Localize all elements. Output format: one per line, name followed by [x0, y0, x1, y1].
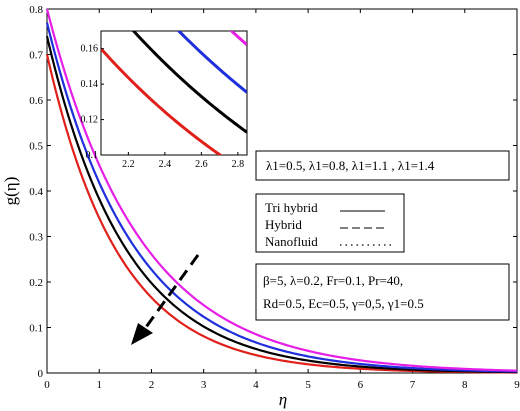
x-tick-label: 3 — [201, 379, 207, 391]
x-tick-label: 6 — [358, 379, 364, 391]
y-tick-label: 0.2 — [29, 277, 43, 289]
inset-x-tick-label: 2.4 — [159, 159, 172, 170]
inset-y-tick-label: 0.16 — [81, 44, 99, 55]
params-box — [255, 263, 510, 321]
legend-label-nanofluid: Nanofluid — [265, 234, 318, 249]
inset-curves — [101, 31, 247, 155]
y-tick-label: 0.1 — [29, 323, 43, 335]
inset-series-line-2 — [176, 31, 247, 94]
y-tick-label: 0.6 — [29, 95, 43, 107]
inset-y-tick-label: 0.12 — [81, 115, 99, 126]
curves — [45, 8, 518, 374]
inset-ticks: 2.2 2.4 2.6 2.8 0.1 0.12 0.14 0.16 — [81, 44, 245, 170]
params-line-1: β=5, λ=0.2, Fr=0.1, Pr=40, — [263, 273, 403, 288]
x-axis-label: η — [279, 390, 287, 409]
lambda-box — [255, 150, 510, 181]
inset-x-tick-label: 2.6 — [195, 159, 208, 170]
inset-series-line-1 — [131, 31, 247, 134]
x-tick-label: 9 — [514, 379, 520, 391]
y-tick-label: 0 — [38, 368, 44, 380]
series-line-1 — [45, 36, 518, 374]
legend-label-hybrid: Hybrid — [265, 217, 302, 232]
trend-arrow-head — [131, 323, 153, 345]
x-tick-label: 7 — [410, 379, 416, 391]
y-tick-label: 0.8 — [29, 4, 43, 16]
x-tick-label: 8 — [462, 379, 468, 391]
inset-x-tick-label: 2.8 — [232, 159, 245, 170]
x-tick-label: 0 — [44, 379, 50, 391]
y-tick-label: 0.7 — [29, 50, 43, 62]
params-line-2: Rd=0.5, Ec=0.5, γ=0,5, γ1=0.5 — [263, 296, 424, 311]
inset-y-tick-label: 0.1 — [86, 150, 99, 161]
x-tick-label: 5 — [305, 379, 311, 391]
series-line-3 — [45, 8, 518, 372]
x-tick-label: 2 — [149, 379, 155, 391]
legend-box — [255, 193, 405, 253]
series-line-2 — [45, 22, 518, 373]
legend-label-tri-hybrid: Tri hybrid — [265, 200, 318, 215]
axis-ticks: 0 1 2 3 4 5 6 7 8 9 0 0.1 0.2 0.3 0.4 0.5 0.6 0.7 0.8 — [29, 4, 520, 391]
x-tick-label: 1 — [96, 379, 102, 391]
inset-plot-area — [100, 30, 248, 156]
inset-y-tick-label: 0.14 — [81, 79, 99, 90]
y-tick-label: 0.4 — [29, 186, 43, 198]
y-tick-label: 0.3 — [29, 232, 43, 244]
y-axis-label: g(η) — [1, 177, 20, 206]
inset-x-tick-label: 2.2 — [122, 159, 135, 170]
inset-series-line-0 — [101, 47, 223, 155]
trend-arrow-shaft — [142, 254, 200, 331]
y-tick-label: 0.5 — [29, 141, 43, 153]
lambda-box-text: λ1=0.5, λ1=0.8, λ1=1.1 , λ1=1.4 — [266, 158, 435, 173]
x-tick-label: 4 — [253, 379, 259, 391]
